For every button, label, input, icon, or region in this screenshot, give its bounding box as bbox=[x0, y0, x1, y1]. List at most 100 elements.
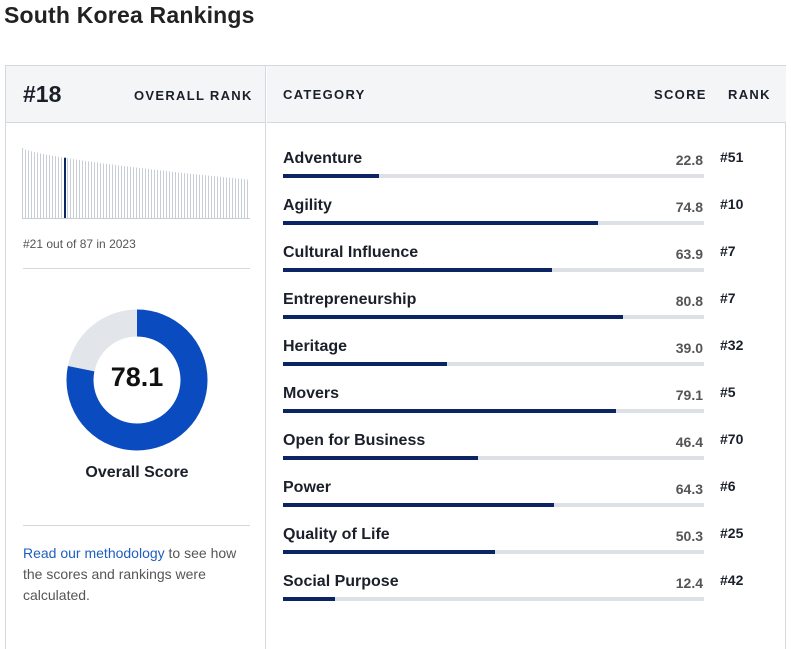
category-score: 63.9 bbox=[675, 246, 703, 262]
sparkline-bar bbox=[52, 155, 53, 218]
sparkline-bar bbox=[97, 162, 98, 218]
sparkline-bar bbox=[211, 175, 212, 218]
category-row: Open for Business 46.4 #70 bbox=[267, 405, 786, 460]
category-score: 12.4 bbox=[675, 575, 703, 591]
sparkline-bar bbox=[229, 177, 230, 218]
sparkline-bar bbox=[85, 160, 86, 218]
methodology-note: Read our methodology to see how the scor… bbox=[23, 543, 253, 606]
methodology-link[interactable]: Read our methodology bbox=[23, 545, 165, 561]
sparkline-bar bbox=[157, 170, 158, 218]
sparkline-bar bbox=[193, 173, 194, 218]
category-name: Power bbox=[283, 479, 332, 496]
sparkline-bar bbox=[100, 163, 101, 218]
sparkline-bar bbox=[145, 168, 146, 218]
category-row: Power 64.3 #6 bbox=[267, 452, 786, 507]
category-name: Heritage bbox=[283, 338, 348, 355]
sparkline-bar bbox=[136, 167, 137, 218]
sparkline-bar bbox=[67, 158, 68, 218]
category-rank: #7 bbox=[720, 243, 736, 259]
sparkline-bar bbox=[91, 161, 92, 218]
sparkline-bar bbox=[40, 153, 41, 218]
sparkline-bar bbox=[214, 176, 215, 218]
category-rank: #25 bbox=[720, 525, 744, 541]
sparkline-bar bbox=[184, 173, 185, 218]
category-name: Open for Business bbox=[283, 432, 426, 449]
category-rank: #51 bbox=[720, 149, 744, 165]
category-table-header: CATEGORY SCORE RANK bbox=[267, 66, 786, 123]
score-bar-track bbox=[283, 362, 704, 366]
sparkline-bar bbox=[37, 152, 38, 218]
category-name: Cultural Influence bbox=[283, 244, 419, 261]
sparkline-bar bbox=[133, 167, 134, 218]
sparkline-bar bbox=[223, 177, 224, 218]
category-rank: #10 bbox=[720, 196, 744, 212]
category-rank: #7 bbox=[720, 290, 736, 306]
sparkline-bar bbox=[226, 177, 227, 218]
sparkline-bar bbox=[61, 157, 62, 218]
score-bar-track bbox=[283, 221, 704, 225]
sparkline-bar bbox=[139, 167, 140, 218]
sparkline-bar bbox=[118, 165, 119, 218]
category-score: 50.3 bbox=[675, 528, 703, 544]
sparkline-bar bbox=[103, 163, 104, 218]
score-bar-fill bbox=[283, 503, 554, 507]
category-row: Entrepreneurship 80.8 #7 bbox=[267, 264, 786, 319]
overall-header: #18 OVERALL RANK bbox=[6, 66, 265, 123]
sparkline-bar bbox=[58, 156, 59, 218]
sparkline-bar bbox=[208, 175, 209, 218]
category-row: Heritage 39.0 #32 bbox=[267, 311, 786, 366]
sparkline-bar bbox=[202, 174, 203, 218]
category-row: Movers 79.1 #5 bbox=[267, 358, 786, 413]
sparkline-bar bbox=[172, 171, 173, 218]
overall-rank-value: #18 bbox=[23, 81, 62, 107]
sparkline-bar bbox=[187, 173, 188, 218]
sparkline-bar bbox=[163, 170, 164, 218]
category-name: Quality of Life bbox=[283, 526, 390, 543]
score-bar-fill bbox=[283, 409, 616, 413]
sparkline-bar bbox=[82, 160, 83, 218]
rank-history-note: #21 out of 87 in 2023 bbox=[23, 237, 136, 251]
sparkline-bar bbox=[238, 178, 239, 218]
category-score: 22.8 bbox=[675, 152, 703, 168]
sparkline-bar bbox=[190, 173, 191, 218]
score-bar-track bbox=[283, 409, 704, 413]
page-title: South Korea Rankings bbox=[4, 2, 255, 28]
category-name: Agility bbox=[283, 197, 332, 214]
score-bar-track bbox=[283, 550, 704, 554]
category-rank: #70 bbox=[720, 431, 744, 447]
sparkline-bar bbox=[25, 149, 26, 218]
category-name: Social Purpose bbox=[283, 573, 399, 590]
sparkline-bar bbox=[142, 168, 143, 218]
sparkline-bar bbox=[76, 159, 77, 218]
score-bar-fill bbox=[283, 456, 479, 460]
score-bar-fill bbox=[283, 597, 336, 601]
category-name: Entrepreneurship bbox=[283, 291, 417, 308]
score-bar-track bbox=[283, 503, 704, 507]
sparkline-bar bbox=[73, 159, 74, 218]
sparkline-bar bbox=[46, 154, 47, 218]
score-bar-fill bbox=[283, 550, 495, 554]
overall-rank-label: OVERALL RANK bbox=[134, 88, 253, 103]
sparkline-bar bbox=[220, 176, 221, 218]
sparkline-bar bbox=[28, 150, 29, 218]
sparkline-bar bbox=[178, 172, 179, 218]
score-bar-fill bbox=[283, 268, 553, 272]
sparkline-bar bbox=[43, 153, 44, 218]
category-row: Cultural Influence 63.9 #7 bbox=[267, 217, 786, 272]
sparkline-bar bbox=[217, 176, 218, 218]
sparkline-bar bbox=[70, 158, 71, 218]
score-bar-track bbox=[283, 315, 704, 319]
sparkline-bar bbox=[55, 156, 56, 218]
sparkline-bar bbox=[112, 164, 113, 218]
category-row: Social Purpose 12.4 #42 bbox=[267, 546, 786, 601]
rank-header: RANK bbox=[728, 87, 771, 102]
overall-score-donut bbox=[66, 309, 208, 451]
sparkline-bar bbox=[31, 151, 32, 218]
sparkline-bar bbox=[205, 175, 206, 218]
sparkline-bar bbox=[199, 174, 200, 218]
category-score: 79.1 bbox=[675, 387, 703, 403]
category-rank: #42 bbox=[720, 572, 744, 588]
divider bbox=[23, 268, 250, 269]
score-bar-track bbox=[283, 268, 704, 272]
category-score: 80.8 bbox=[675, 293, 703, 309]
